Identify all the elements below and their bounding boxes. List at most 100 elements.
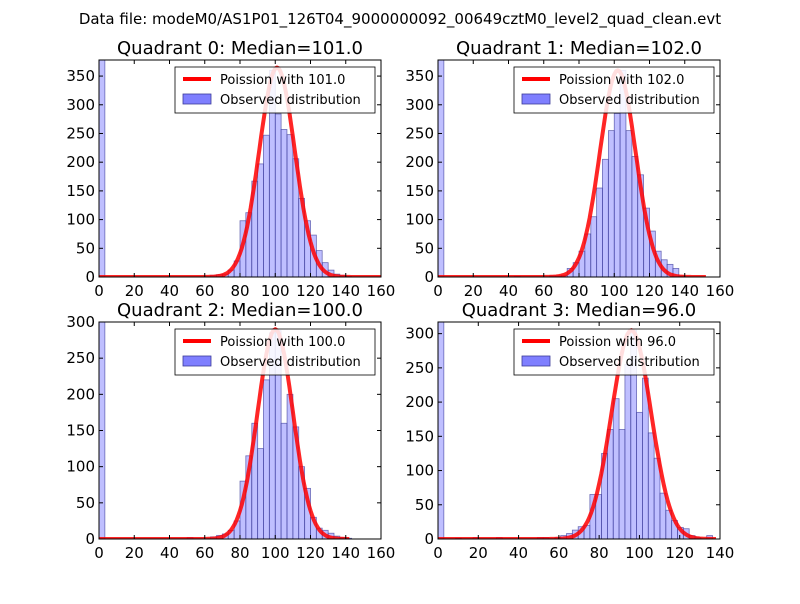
legend-box <box>513 66 715 114</box>
x-tick-label: 120 <box>296 282 325 300</box>
y-tick-label: 100 <box>405 462 434 480</box>
histogram-bar <box>280 129 288 277</box>
x-tick-label: 60 <box>195 544 214 562</box>
histogram-bar <box>263 134 270 277</box>
x-tick-label: 0 <box>94 282 104 300</box>
y-tick-label: 200 <box>405 393 434 411</box>
legend-bar-swatch <box>521 355 551 367</box>
histogram-bar <box>625 130 633 277</box>
x-tick-label: 120 <box>665 544 694 562</box>
x-tick-label: 20 <box>464 282 483 300</box>
x-tick-label: 100 <box>625 544 654 562</box>
histogram-bar <box>618 429 626 539</box>
y-tick-label: 0 <box>85 268 95 286</box>
x-tick-label: 20 <box>125 544 144 562</box>
poisson-curve <box>438 328 716 539</box>
subplot-quadrant-2: 0 20 40 60 80 100 120 140 160 0 50 100 150 200 250 300 Q… <box>66 300 395 562</box>
y-tick-label: 200 <box>66 385 95 403</box>
x-tick-label: 80 <box>590 544 609 562</box>
legend: Poission with 96.0 Observed distribution <box>513 328 715 376</box>
y-tick-label: 250 <box>405 124 434 142</box>
y-tick-label: 50 <box>415 496 434 514</box>
histogram-bar <box>642 377 649 539</box>
subplot-quadrant-1: 0 20 40 60 80 100 120 140 160 0 50 100 150 200 250 300 3… <box>405 38 734 300</box>
histogram-bar <box>257 163 264 277</box>
x-tick-label: 120 <box>296 544 325 562</box>
x-tick-label: 40 <box>499 282 518 300</box>
x-tick-label: 20 <box>469 544 488 562</box>
y-tick-label: 100 <box>66 211 95 229</box>
x-tick-label: 140 <box>331 282 360 300</box>
legend: Poission with 100.0 Observed distribution <box>174 328 376 376</box>
histogram-bar <box>602 158 609 277</box>
histogram-bar <box>263 379 270 539</box>
legend-bar-swatch <box>521 93 551 105</box>
legend-bar-label: Observed distribution <box>559 355 700 370</box>
poisson-curve <box>99 65 381 277</box>
subplot-title: Quadrant 2: Median=100.0 <box>117 300 363 321</box>
histogram-bar <box>608 130 615 277</box>
legend-bar-label: Observed distribution <box>220 355 361 370</box>
histogram-bar <box>257 448 264 539</box>
x-tick-label: 160 <box>367 544 396 562</box>
subplot-title: Quadrant 3: Median=96.0 <box>462 300 697 321</box>
histogram-bar <box>647 432 655 539</box>
y-tick-label: 50 <box>76 239 95 257</box>
x-tick-label: 40 <box>509 544 528 562</box>
y-tick-label: 150 <box>405 427 434 445</box>
x-tick-label: 160 <box>367 282 396 300</box>
y-tick-label: 50 <box>76 494 95 512</box>
y-tick-label: 300 <box>405 325 434 343</box>
y-tick-label: 150 <box>405 182 434 200</box>
y-tick-label: 350 <box>405 67 434 85</box>
x-tick-label: 100 <box>600 282 629 300</box>
x-tick-label: 40 <box>160 282 179 300</box>
x-tick-label: 120 <box>635 282 664 300</box>
y-tick-label: 0 <box>424 530 434 548</box>
histogram-bar <box>438 322 445 539</box>
x-tick-label: 60 <box>534 282 553 300</box>
legend-bar-swatch <box>182 355 212 367</box>
x-tick-label: 80 <box>569 282 588 300</box>
y-tick-label: 0 <box>424 268 434 286</box>
legend: Poission with 101.0 Observed distribution <box>174 66 376 114</box>
histogram-bar <box>280 422 288 539</box>
subplot-quadrant-3: 0 20 40 60 80 100 120 140 0 50 100 150 200 250 300 Quad… <box>405 300 734 562</box>
legend-curve-label: Poission with 96.0 <box>559 335 676 350</box>
poisson-curve <box>99 327 350 539</box>
histogram-bar <box>590 216 598 277</box>
y-tick-label: 100 <box>66 458 95 476</box>
y-tick-label: 150 <box>66 422 95 440</box>
y-tick-label: 300 <box>405 96 434 114</box>
y-tick-label: 300 <box>66 96 95 114</box>
histogram-bar <box>286 134 294 277</box>
x-tick-label: 0 <box>433 544 443 562</box>
x-tick-label: 0 <box>94 544 104 562</box>
histogram-bar <box>636 411 643 539</box>
x-tick-label: 140 <box>706 544 735 562</box>
x-tick-label: 160 <box>706 282 735 300</box>
x-tick-label: 60 <box>195 282 214 300</box>
legend-box <box>174 328 376 376</box>
y-tick-label: 100 <box>405 211 434 229</box>
legend-bar-swatch <box>182 93 212 105</box>
histogram-bar <box>612 398 620 539</box>
histogram-bar <box>99 322 106 539</box>
axes-frame <box>437 321 721 540</box>
legend-box <box>513 328 715 376</box>
x-tick-label: 80 <box>230 282 249 300</box>
y-tick-label: 250 <box>66 124 95 142</box>
plot-area <box>438 60 707 277</box>
y-tick-label: 150 <box>66 182 95 200</box>
x-tick-label: 100 <box>261 282 290 300</box>
legend-bar-label: Observed distribution <box>220 93 361 108</box>
legend-curve-label: Poission with 102.0 <box>559 73 684 88</box>
y-tick-label: 300 <box>66 313 95 331</box>
y-tick-label: 200 <box>405 153 434 171</box>
x-tick-label: 80 <box>230 544 249 562</box>
figure-suptitle: Data file: modeM0/AS1P01_126T04_90000000… <box>79 10 721 29</box>
poisson-curve <box>438 68 707 277</box>
legend-bar-label: Observed distribution <box>559 93 700 108</box>
legend-box <box>174 66 376 114</box>
x-tick-label: 60 <box>549 544 568 562</box>
